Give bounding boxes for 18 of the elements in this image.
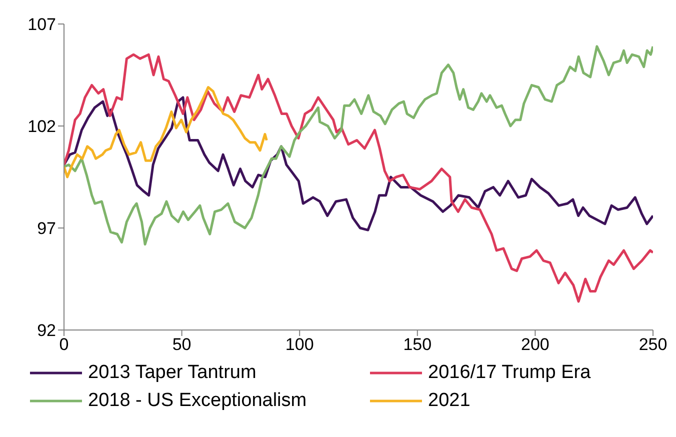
x-tick-label: 100 [285,335,314,354]
line-series [64,86,268,178]
y-tick-label: 102 [28,117,56,136]
x-tick-label: 150 [403,335,432,354]
line-series [64,45,653,246]
x-tick-label: 50 [172,335,192,354]
x-tick-label: 0 [59,335,69,354]
y-tick-label: 92 [37,321,56,340]
x-tick-label: 250 [638,335,668,354]
line-series [64,96,653,232]
y-tick-label: 97 [37,219,56,238]
y-tick-label: 107 [28,15,56,34]
legend-label: 2018 - US Exceptionalism [88,390,307,412]
x-tick-label: 200 [521,335,550,354]
legend-label: 2016/17 Trump Era [428,362,591,384]
line-series [64,53,653,303]
legend-label: 2021 [428,390,470,412]
legend-label: 2013 Taper Tantrum [88,362,256,384]
